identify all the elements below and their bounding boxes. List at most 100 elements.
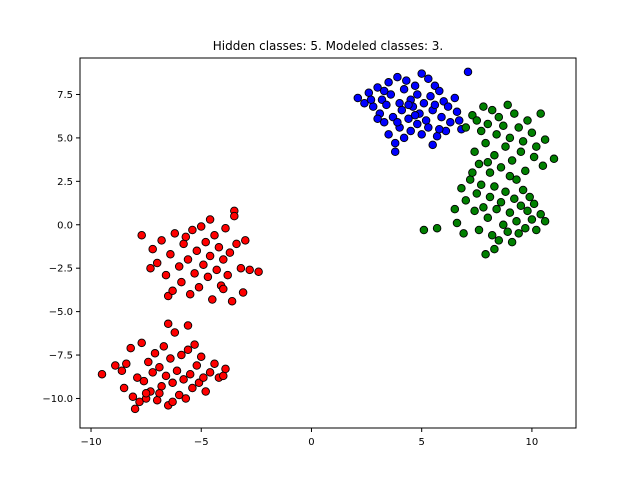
data-point — [150, 349, 160, 358]
data-point — [157, 382, 166, 391]
data-point — [470, 147, 479, 157]
data-point — [366, 95, 376, 104]
data-point — [183, 255, 193, 264]
x-tick-label: −10 — [80, 437, 101, 448]
y-tick-label: 5.0 — [57, 133, 73, 144]
axes-frame — [79, 57, 577, 429]
data-point — [507, 237, 517, 247]
data-point — [424, 74, 433, 84]
data-point — [221, 223, 230, 233]
data-point — [454, 116, 464, 125]
data-point — [179, 239, 188, 249]
data-point — [452, 107, 462, 117]
data-point — [212, 265, 221, 275]
data-point — [397, 105, 407, 115]
series-2 — [97, 206, 263, 414]
data-point — [487, 230, 497, 240]
data-point — [521, 166, 530, 176]
data-point — [413, 119, 422, 129]
data-point — [437, 112, 446, 122]
data-point — [417, 130, 426, 139]
data-point — [146, 263, 155, 273]
data-point — [126, 343, 135, 353]
data-point — [512, 175, 521, 184]
data-point — [133, 373, 142, 382]
data-point — [181, 394, 191, 403]
data-point — [185, 369, 195, 379]
data-point — [443, 102, 453, 111]
data-point — [501, 187, 510, 197]
data-point — [254, 267, 263, 276]
data-point — [152, 258, 162, 268]
data-point — [529, 199, 539, 209]
data-point — [516, 201, 526, 210]
data-point — [536, 109, 545, 118]
data-point — [514, 229, 523, 238]
data-point — [461, 196, 471, 205]
data-point — [185, 289, 195, 299]
data-point — [225, 248, 235, 257]
data-point — [426, 91, 435, 101]
data-point — [404, 114, 413, 124]
data-point — [199, 260, 208, 269]
data-point — [472, 116, 482, 125]
data-point — [523, 116, 532, 125]
data-point — [170, 328, 180, 337]
data-point — [201, 237, 210, 247]
data-point — [549, 154, 559, 164]
data-point — [510, 194, 519, 203]
data-point — [505, 208, 515, 217]
data-point — [446, 118, 455, 127]
data-point — [532, 225, 541, 235]
data-point — [485, 192, 495, 202]
data-point — [417, 69, 426, 78]
data-point — [199, 373, 208, 382]
data-point — [485, 168, 495, 177]
data-point — [487, 105, 497, 115]
data-point — [503, 100, 512, 110]
data-point — [122, 359, 131, 368]
data-point — [230, 211, 239, 221]
x-tick-label: 5 — [419, 437, 425, 448]
data-point — [172, 366, 182, 375]
series-1 — [419, 100, 559, 259]
data-point — [490, 244, 499, 254]
data-point — [468, 168, 477, 177]
data-point — [527, 128, 537, 137]
y-tick-label: 7.5 — [57, 90, 73, 101]
data-point — [518, 185, 528, 195]
data-point — [364, 88, 374, 97]
data-point — [510, 109, 519, 118]
data-point — [514, 123, 523, 132]
data-point — [196, 222, 206, 231]
x-tick-label: −5 — [194, 437, 209, 448]
data-point — [393, 118, 402, 127]
data-point — [159, 342, 169, 351]
data-point — [205, 215, 215, 224]
data-point — [117, 366, 127, 375]
y-tick-label: 2.5 — [57, 177, 73, 188]
data-point — [210, 230, 219, 240]
data-point — [465, 175, 475, 184]
data-point — [168, 378, 177, 388]
data-point — [384, 78, 393, 87]
data-point — [214, 243, 224, 252]
data-point — [137, 338, 146, 348]
data-point — [196, 352, 206, 362]
data-point — [525, 192, 534, 202]
data-point — [203, 272, 213, 282]
data-point — [188, 383, 197, 393]
data-point — [527, 215, 537, 224]
data-point — [518, 137, 528, 146]
data-point — [474, 225, 484, 235]
data-point — [130, 404, 140, 414]
data-point — [435, 86, 444, 96]
data-point — [382, 100, 391, 110]
x-tick-label: 0 — [308, 437, 314, 448]
data-point — [457, 184, 466, 193]
data-point — [404, 100, 413, 110]
data-point — [463, 67, 473, 77]
data-point — [505, 133, 515, 143]
data-point — [472, 189, 482, 198]
